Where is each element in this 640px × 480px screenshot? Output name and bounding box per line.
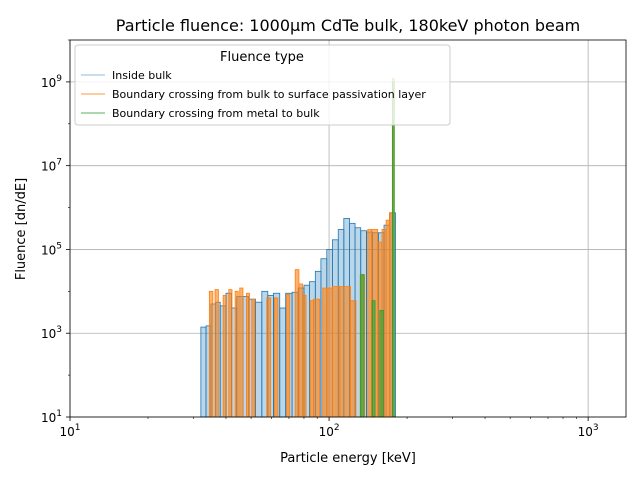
legend-label-inside-bulk: Inside bulk [112, 69, 172, 82]
bar [326, 287, 333, 418]
bar [371, 300, 376, 418]
bar [379, 310, 384, 418]
legend-title: Fluence type [220, 50, 304, 65]
bar [246, 292, 250, 418]
legend-label-bulk-to-passivation: Boundary crossing from bulk to surface p… [112, 88, 426, 101]
bar [234, 290, 239, 418]
y-tick-label: 105 [41, 241, 62, 257]
y-axis-label: Fluence [dn/dE] [14, 178, 29, 280]
x-axis-label: Particle energy [keV] [280, 451, 416, 466]
bar [255, 301, 263, 418]
bar [222, 294, 227, 418]
bar [385, 219, 390, 418]
bar [239, 287, 244, 418]
bar [294, 269, 300, 418]
bar [200, 326, 207, 418]
bar [286, 293, 291, 418]
bar [339, 286, 351, 418]
y-tick-label: 103 [41, 325, 62, 341]
bar [309, 300, 314, 418]
bar [208, 290, 214, 418]
bar [350, 300, 357, 418]
bar [367, 229, 373, 418]
bar [331, 286, 341, 418]
bar [273, 297, 279, 418]
plot-frame [69, 39, 627, 418]
bar [322, 287, 328, 418]
y-tick-label: 101 [41, 409, 62, 425]
bar [298, 283, 303, 418]
chart-title: Particle fluence: 1000μm CdTe bulk, 180k… [116, 16, 580, 35]
legend: Fluence type Inside bulk Boundary crossi… [74, 44, 451, 126]
bar [389, 212, 393, 418]
y-tick-label: 109 [41, 74, 62, 90]
bar [359, 274, 365, 418]
legend-label-metal-to-bulk: Boundary crossing from metal to bulk [112, 107, 320, 120]
x-tick-label: 102 [319, 423, 340, 439]
bar [251, 298, 256, 418]
bar [302, 294, 307, 418]
bar [313, 298, 321, 418]
bar [214, 289, 219, 418]
plot-series [200, 78, 396, 418]
bar [266, 297, 272, 418]
x-tick-label: 103 [578, 423, 599, 439]
y-tick-label: 107 [41, 158, 62, 174]
legend-box [74, 44, 451, 126]
x-tick-label: 101 [59, 423, 80, 439]
bar [279, 307, 287, 418]
bar [228, 289, 233, 418]
bar [391, 81, 395, 418]
